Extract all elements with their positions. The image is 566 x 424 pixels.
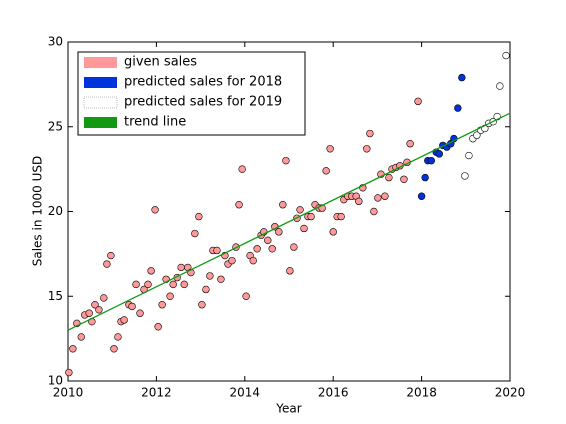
point [202,285,210,294]
point [114,333,122,341]
point [191,229,199,238]
y-axis-label: Sales in 1000 USD [31,156,45,267]
point [242,292,250,300]
point [100,294,108,302]
point [110,345,118,353]
point [329,228,337,236]
point [166,292,174,300]
point [235,201,243,209]
point [417,192,426,200]
point [337,212,345,221]
y-tick-label: 20 [48,204,63,218]
point [307,212,315,221]
point [158,301,166,309]
point [406,140,414,148]
point [355,197,363,206]
point [264,236,272,245]
point [65,368,73,377]
legend-swatch [84,77,117,88]
point [300,224,308,233]
point [427,156,436,165]
point [238,165,246,173]
point [132,280,140,289]
point [268,245,276,253]
y-tick-label: 15 [48,289,63,303]
point [198,301,206,309]
point [275,228,283,236]
x-tick-label: 2014 [230,386,261,400]
point [95,306,103,314]
y-tick-label: 30 [48,35,63,49]
point [77,333,85,341]
point [421,173,429,182]
point [435,150,443,158]
point [502,51,510,60]
y-tick-label: 25 [48,119,63,133]
point [144,280,152,289]
legend-swatch [83,96,118,109]
point [213,246,221,255]
legend-swatch [84,117,117,128]
x-tick-label: 2018 [406,386,437,400]
point [296,206,304,214]
legend-label: given sales [124,55,197,70]
point [414,97,422,106]
point [151,206,159,214]
x-axis-label: Year [275,402,301,416]
legend-label: predicted sales for 2019 [124,95,282,110]
point [169,280,177,289]
point [381,192,389,200]
point [69,345,77,353]
point [473,131,481,139]
trend-line [67,112,511,331]
point [461,172,469,180]
point [128,302,136,311]
point [154,323,162,331]
point [290,243,298,251]
x-tick-label: 2010 [53,386,84,400]
point [374,194,382,202]
point [195,212,203,221]
point [454,104,462,112]
point [366,129,374,138]
point [458,73,466,82]
point [228,256,236,265]
point [136,309,144,317]
legend-label: predicted sales for 2018 [124,75,282,90]
point [91,301,99,309]
legend: given sales predicted sales for 2018 predi… [77,51,306,136]
y-tick-label: 10 [48,374,63,388]
point [253,245,261,253]
point [370,207,378,216]
legend-swatch [84,57,117,68]
point [217,275,225,283]
point [465,151,473,160]
point [326,145,334,153]
point [400,175,408,183]
point [496,82,504,90]
point [249,256,257,265]
x-tick-label: 2020 [495,386,526,400]
point [206,272,214,280]
point [279,201,287,209]
point [120,316,128,324]
point [85,309,93,317]
point [282,156,290,165]
point [147,267,155,275]
point [322,167,330,175]
point [177,263,185,272]
point [385,173,393,182]
point [363,145,371,153]
x-tick-label: 2016 [318,386,349,400]
point [180,280,188,289]
x-tick-label: 2012 [141,386,172,400]
point [103,260,111,268]
point [286,267,294,275]
point [107,251,115,260]
legend-label: trend line [124,115,186,130]
